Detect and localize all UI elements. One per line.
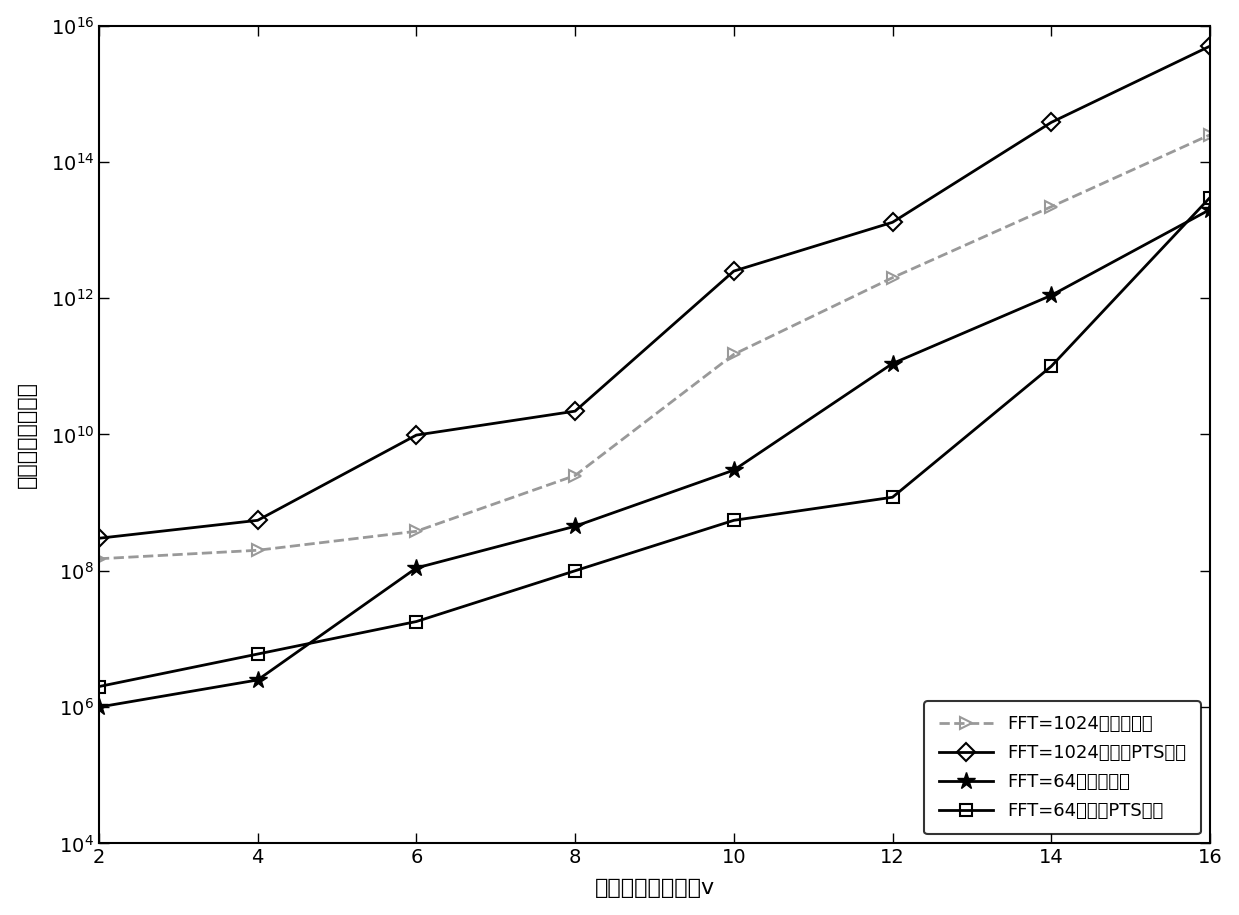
Line: FFT=64，联合算法: FFT=64，联合算法 [90,200,1219,716]
FFT=1024，联合算法 [726,349,741,360]
FFT=1024，联合算法 [885,272,900,283]
Y-axis label: 实数计算乘法次数: 实数计算乘法次数 [16,381,37,488]
FFT=64，联合算法 [1203,204,1218,215]
FFT=64，传统PTS算法 [409,616,424,627]
FFT=1024，联合算法 [92,554,107,565]
FFT=1024，传统PTS算法 [1043,117,1058,128]
FFT=1024，联合算法 [250,544,265,555]
FFT=64，传统PTS算法 [250,649,265,660]
FFT=64，联合算法 [1043,290,1058,301]
FFT=1024，联合算法 [567,470,582,481]
X-axis label: 分隔的子序列列数v: 分隔的子序列列数v [595,878,715,899]
FFT=64，传统PTS算法 [726,515,741,526]
FFT=1024，传统PTS算法 [92,533,107,544]
FFT=64，传统PTS算法 [1203,192,1218,203]
FFT=1024，传统PTS算法 [567,405,582,416]
Legend: FFT=1024，联合算法, FFT=1024，传统PTS算法, FFT=64，联合算法, FFT=64，传统PTS算法: FFT=1024，联合算法, FFT=1024，传统PTS算法, FFT=64，… [924,701,1201,834]
FFT=1024，传统PTS算法 [409,430,424,441]
FFT=1024，传统PTS算法 [726,265,741,276]
FFT=64，传统PTS算法 [885,491,900,502]
FFT=64，联合算法 [726,465,741,476]
FFT=64，联合算法 [885,358,900,369]
FFT=1024，传统PTS算法 [250,515,265,526]
FFT=64，联合算法 [92,702,107,713]
FFT=1024，联合算法 [1203,129,1218,140]
FFT=64，传统PTS算法 [567,565,582,576]
FFT=64，联合算法 [567,521,582,532]
FFT=64，联合算法 [409,563,424,574]
Line: FFT=1024，联合算法: FFT=1024，联合算法 [93,128,1217,565]
FFT=64，传统PTS算法 [92,681,107,692]
FFT=1024，联合算法 [1043,201,1058,212]
FFT=1024，联合算法 [409,526,424,537]
FFT=1024，传统PTS算法 [1203,40,1218,51]
Line: FFT=1024，传统PTS算法: FFT=1024，传统PTS算法 [93,40,1217,544]
FFT=1024，传统PTS算法 [885,217,900,228]
Line: FFT=64，传统PTS算法: FFT=64，传统PTS算法 [93,191,1217,693]
FFT=64，联合算法 [250,674,265,685]
FFT=64，传统PTS算法 [1043,361,1058,371]
